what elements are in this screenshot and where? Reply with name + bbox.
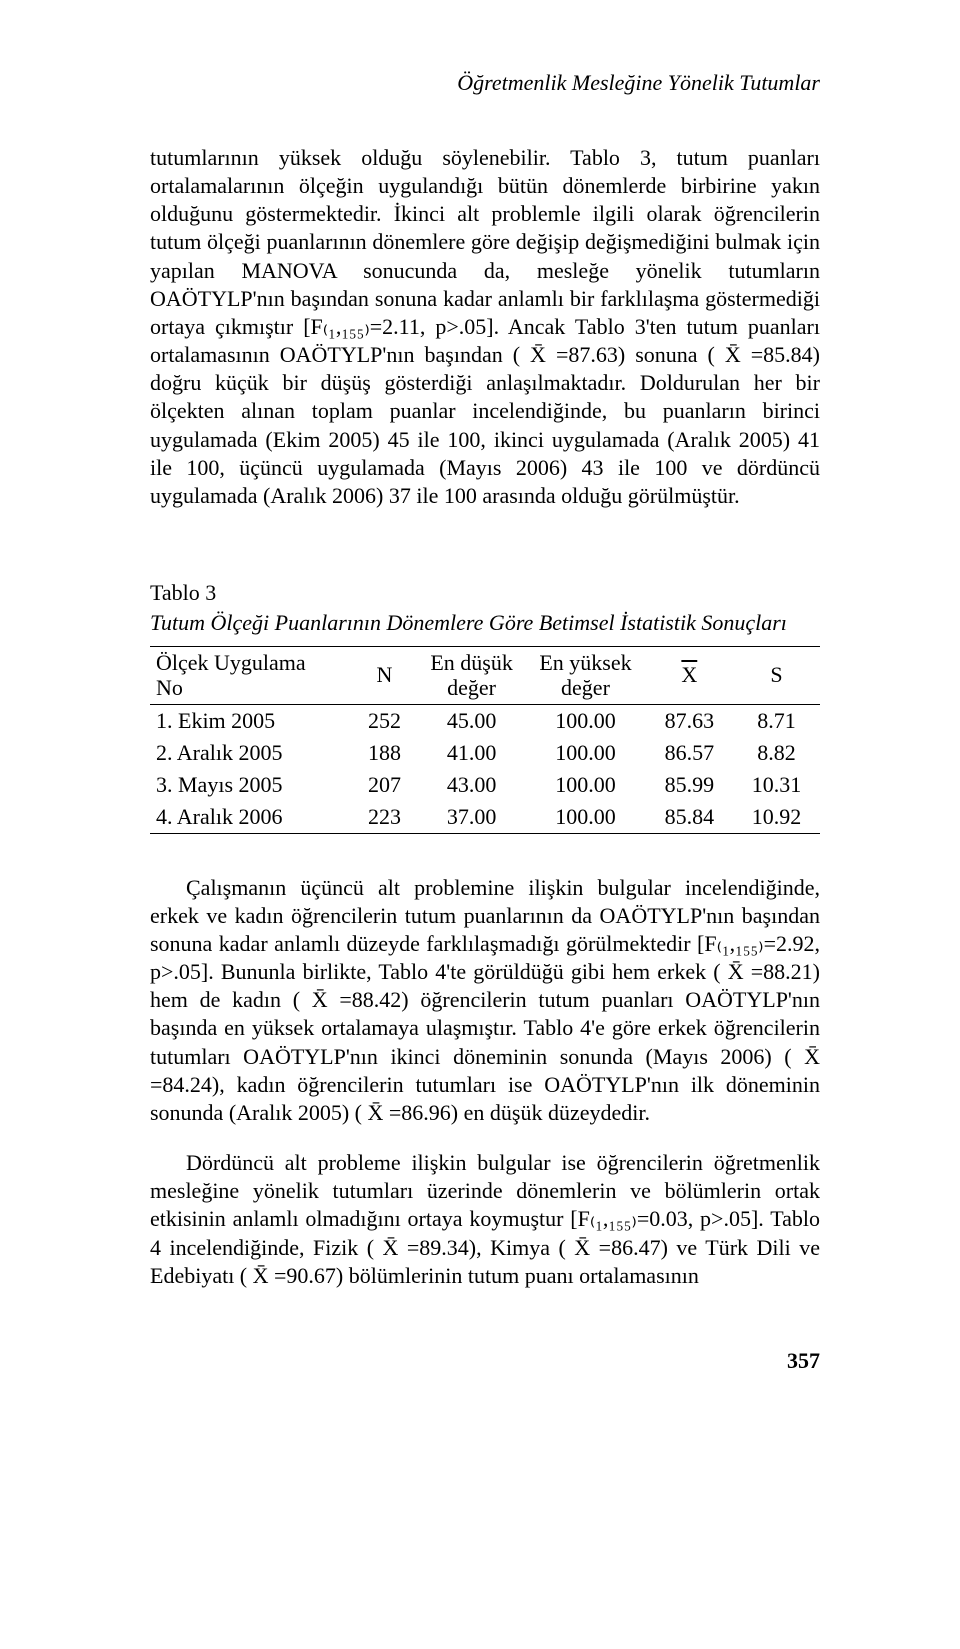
table-row: 1. Ekim 2005 252 45.00 100.00 87.63 8.71 xyxy=(150,704,820,737)
cell: 252 xyxy=(351,704,418,737)
paragraph-2: Çalışmanın üçüncü alt problemine ilişkin… xyxy=(150,874,820,1127)
cell: 41.00 xyxy=(418,737,525,769)
cell: 45.00 xyxy=(418,704,525,737)
cell: 10.31 xyxy=(733,769,820,801)
table-row: 3. Mayıs 2005 207 43.00 100.00 85.99 10.… xyxy=(150,769,820,801)
cell: 100.00 xyxy=(525,769,646,801)
cell: 8.71 xyxy=(733,704,820,737)
cell: 37.00 xyxy=(418,801,525,834)
cell: 86.57 xyxy=(646,737,733,769)
paragraph-3: Dördüncü alt probleme ilişkin bulgular i… xyxy=(150,1149,820,1290)
cell: 223 xyxy=(351,801,418,834)
cell: 87.63 xyxy=(646,704,733,737)
table3-caption: Tutum Ölçeği Puanlarının Dönemlere Göre … xyxy=(150,610,820,636)
table3: Ölçek Uygulama No N En düşük değer En yü… xyxy=(150,646,820,834)
th-n: N xyxy=(351,647,418,705)
th-s: S xyxy=(733,647,820,705)
table-row: 2. Aralık 2005 188 41.00 100.00 86.57 8.… xyxy=(150,737,820,769)
table-row: 4. Aralık 2006 223 37.00 100.00 85.84 10… xyxy=(150,801,820,834)
cell: 10.92 xyxy=(733,801,820,834)
running-head: Öğretmenlik Mesleğine Yönelik Tutumlar xyxy=(150,70,820,96)
cell: 2. Aralık 2005 xyxy=(150,737,351,769)
cell: 3. Mayıs 2005 xyxy=(150,769,351,801)
th-olcek: Ölçek Uygulama No xyxy=(150,647,351,705)
cell: 188 xyxy=(351,737,418,769)
th-xbar: X xyxy=(646,647,733,705)
cell: 100.00 xyxy=(525,704,646,737)
cell: 43.00 xyxy=(418,769,525,801)
cell: 1. Ekim 2005 xyxy=(150,704,351,737)
th-enyuksek: En yüksek değer xyxy=(525,647,646,705)
table3-label: Tablo 3 xyxy=(150,580,820,606)
cell: 4. Aralık 2006 xyxy=(150,801,351,834)
cell: 100.00 xyxy=(525,801,646,834)
cell: 85.99 xyxy=(646,769,733,801)
cell: 207 xyxy=(351,769,418,801)
cell: 85.84 xyxy=(646,801,733,834)
cell: 100.00 xyxy=(525,737,646,769)
paragraph-1: tutumlarının yüksek olduğu söylenebilir.… xyxy=(150,144,820,510)
page-number: 357 xyxy=(150,1348,820,1374)
th-endusuk: En düşük değer xyxy=(418,647,525,705)
cell: 8.82 xyxy=(733,737,820,769)
